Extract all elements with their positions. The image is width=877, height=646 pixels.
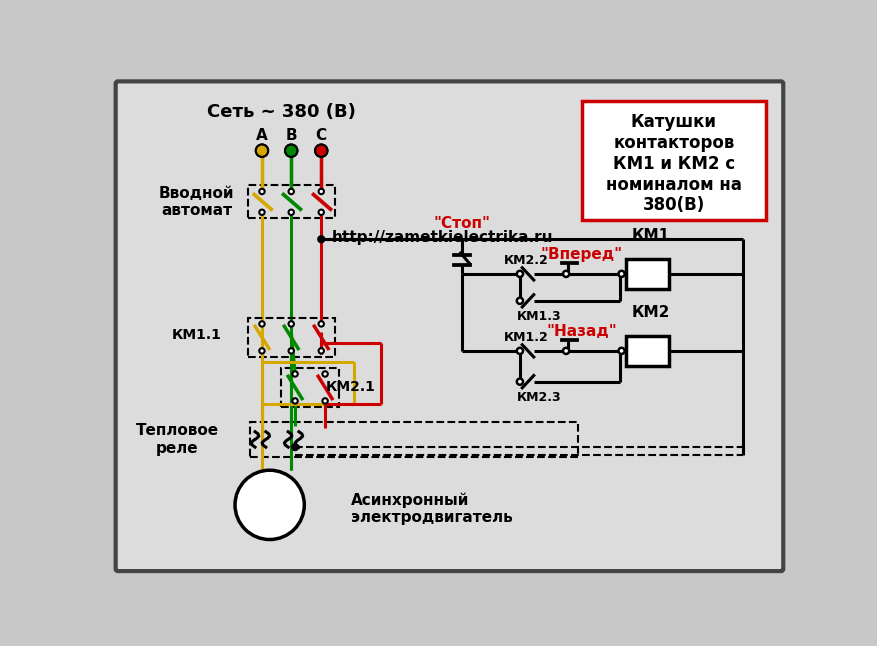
Circle shape (285, 145, 297, 157)
Text: A: A (256, 128, 267, 143)
Circle shape (318, 209, 324, 215)
Circle shape (289, 189, 294, 194)
Circle shape (318, 236, 324, 242)
Circle shape (318, 321, 324, 327)
Circle shape (256, 145, 268, 157)
Text: КМ2.3: КМ2.3 (517, 391, 561, 404)
Circle shape (517, 379, 523, 385)
Bar (626, 336, 668, 366)
Bar (251, 422, 578, 457)
Circle shape (517, 298, 523, 304)
Text: КМ1: КМ1 (631, 228, 670, 243)
Circle shape (289, 348, 294, 353)
Circle shape (289, 321, 294, 327)
Bar (248, 318, 335, 357)
Circle shape (318, 189, 324, 194)
Text: "Назад": "Назад" (546, 324, 617, 339)
Circle shape (563, 271, 569, 277)
Circle shape (292, 398, 298, 404)
Circle shape (235, 470, 304, 539)
Text: КМ2.2: КМ2.2 (503, 253, 548, 267)
FancyBboxPatch shape (116, 81, 783, 571)
Text: КМ1.3: КМ1.3 (517, 309, 561, 323)
Circle shape (260, 348, 265, 353)
Circle shape (289, 209, 294, 215)
Circle shape (260, 209, 265, 215)
Text: "Стоп": "Стоп" (433, 216, 490, 231)
Text: Катушки
контакторов
КМ1 и КМ2 с
номиналом на
380(В): Катушки контакторов КМ1 и КМ2 с номинало… (606, 113, 742, 214)
Circle shape (315, 145, 327, 157)
Circle shape (563, 348, 569, 354)
Circle shape (618, 271, 624, 277)
Text: Тепловое
реле: Тепловое реле (136, 423, 219, 455)
Circle shape (618, 348, 624, 354)
Text: Вводной
автомат: Вводной автомат (159, 186, 234, 218)
Circle shape (260, 189, 265, 194)
Circle shape (260, 321, 265, 327)
Text: http://zametkielectrika.ru: http://zametkielectrika.ru (332, 230, 553, 245)
Text: Асинхронный
электродвигатель: Асинхронный электродвигатель (351, 492, 512, 525)
Text: КМ2.1: КМ2.1 (325, 380, 375, 394)
Circle shape (292, 444, 298, 450)
Circle shape (292, 371, 298, 377)
Bar (581, 101, 766, 220)
Circle shape (256, 145, 268, 157)
Text: КМ1.1: КМ1.1 (172, 328, 222, 342)
Circle shape (517, 271, 523, 277)
Text: КМ1.2: КМ1.2 (503, 331, 548, 344)
Bar (282, 368, 339, 407)
Circle shape (318, 348, 324, 353)
Text: "Вперед": "Вперед" (540, 247, 623, 262)
Bar (248, 185, 335, 218)
Text: КМ2: КМ2 (631, 305, 670, 320)
Text: Сеть ~ 380 (В): Сеть ~ 380 (В) (207, 103, 356, 121)
Circle shape (517, 348, 523, 354)
Bar (626, 259, 668, 289)
Circle shape (285, 145, 297, 157)
Circle shape (323, 371, 328, 377)
Circle shape (323, 398, 328, 404)
Text: C: C (316, 128, 327, 143)
Circle shape (315, 145, 327, 157)
Text: B: B (285, 128, 297, 143)
